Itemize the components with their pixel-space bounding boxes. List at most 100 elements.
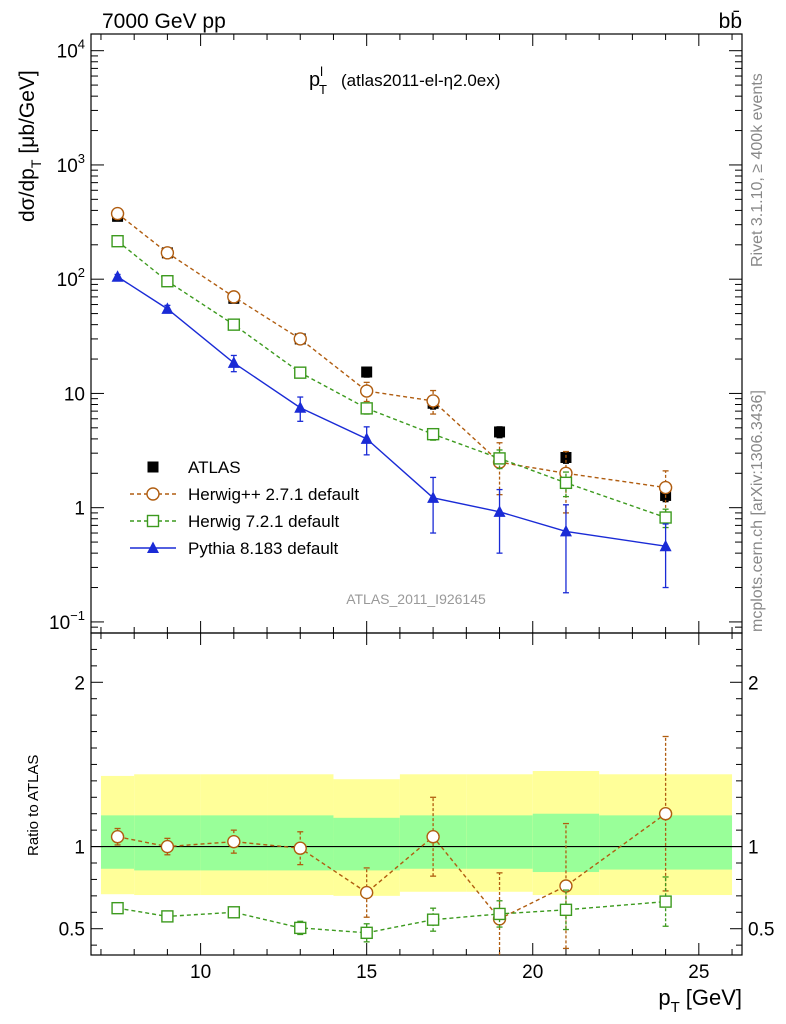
- data-point: [227, 290, 241, 304]
- data-point: [493, 907, 506, 921]
- data-point: [161, 910, 174, 923]
- legend-label: Herwig++ 2.7.1 default: [188, 485, 359, 504]
- y-tick-label: 103: [57, 151, 85, 177]
- legend-label: Pythia 8.183 default: [188, 539, 339, 558]
- legend-item: Pythia 8.183 default: [130, 539, 339, 558]
- series-herwig-7-2-1-default: [111, 876, 672, 943]
- data-point: [426, 394, 440, 408]
- data-point: [359, 384, 374, 398]
- main-series: [110, 206, 673, 594]
- header-left: 7000 GeV pp: [102, 10, 226, 33]
- data-point: [493, 452, 506, 465]
- ratio-y-tick-label: 2: [748, 673, 759, 694]
- data-point: [361, 366, 373, 378]
- data-point: [659, 511, 672, 524]
- main-ylabel-units: [μb/GeV]: [16, 70, 39, 153]
- data-point: [360, 926, 373, 940]
- data-point: [227, 318, 241, 331]
- title-sub: T: [319, 82, 327, 97]
- series-line: [117, 900, 666, 934]
- data-point: [111, 901, 124, 915]
- legend: ATLAS Herwig++ 2.7.1 default Herwig 7.2.1 …: [130, 458, 359, 558]
- mcplots-label: mcplots.cern.ch [arXiv:1306.3436]: [749, 390, 766, 632]
- band-green: [466, 815, 533, 869]
- data-point: [160, 246, 175, 260]
- data-point: [110, 206, 125, 221]
- data-point: [658, 480, 673, 495]
- y-tick-label: 1: [74, 499, 85, 520]
- title-p: p: [309, 69, 320, 91]
- analysis-label: ATLAS_2011_I926145: [346, 591, 486, 607]
- data-point: [161, 302, 174, 314]
- data-point: [294, 921, 307, 935]
- x-tick-label: 10: [190, 962, 211, 983]
- data-point: [293, 332, 307, 346]
- data-point: [559, 524, 572, 537]
- legend-marker: [146, 514, 160, 528]
- data-point: [294, 366, 307, 379]
- main-ylabel-sub: T: [28, 159, 44, 168]
- series-line: [117, 276, 666, 547]
- data-point: [293, 841, 307, 855]
- data-point: [426, 913, 440, 926]
- data-point: [359, 885, 374, 900]
- x-tick-label: 20: [522, 962, 543, 983]
- series-pythia-8-183-default: [111, 270, 672, 594]
- main-ylabel: dσ/dpT [μb/GeV]: [16, 70, 44, 222]
- data-point: [111, 270, 124, 282]
- ratio-frame: [90, 632, 743, 956]
- xlabel-units: [GeV]: [686, 985, 742, 1010]
- legend-marker: [147, 461, 159, 473]
- series-line: [117, 213, 666, 489]
- data-point: [227, 834, 241, 849]
- data-point: [227, 356, 240, 368]
- data-point: [227, 906, 241, 919]
- data-point: [294, 401, 307, 413]
- rivet-label: Rivet 3.1.10, ≥ 400k events: [749, 73, 766, 267]
- ratio-y-tick-label: 0.5: [59, 920, 85, 941]
- data-point: [659, 895, 672, 908]
- ratio-series: [110, 735, 673, 955]
- plot-title: pl T: [309, 64, 327, 97]
- legend-label: Herwig 7.2.1 default: [188, 512, 339, 531]
- data-point: [161, 275, 174, 288]
- data-point: [426, 427, 440, 441]
- data-point: [427, 491, 440, 503]
- ratio-ylabel: Ratio to ATLAS: [25, 755, 42, 856]
- xlabel-p: p: [658, 985, 670, 1010]
- data-point: [360, 432, 373, 444]
- band-green: [333, 817, 400, 871]
- legend-item: Herwig 7.2.1 default: [130, 512, 339, 531]
- y-tick-label: 10: [64, 384, 85, 405]
- legend-item: Herwig++ 2.7.1 default: [130, 485, 359, 504]
- legend-item: ATLAS: [147, 458, 241, 477]
- legend-label: ATLAS: [188, 458, 241, 477]
- data-point: [658, 807, 673, 821]
- ratio-bands: [91, 771, 742, 896]
- data-point: [111, 235, 124, 248]
- series-herwig-2-7-1-default: [110, 735, 673, 955]
- y-tick-label: 104: [57, 37, 85, 63]
- data-point: [659, 539, 672, 552]
- x-tick-label: 15: [356, 962, 377, 983]
- data-point: [360, 402, 373, 415]
- xlabel-sub: T: [671, 999, 680, 1016]
- data-point: [559, 903, 573, 917]
- data-point: [494, 426, 506, 438]
- legend-marker: [146, 487, 160, 501]
- data-point: [110, 830, 125, 844]
- ratio-y-tick-label: 0.5: [748, 920, 774, 941]
- header-right: bb̄: [719, 10, 742, 33]
- ratio-y-tick-label: 2: [74, 673, 85, 694]
- legend-marker: [147, 541, 159, 553]
- ratio-y-tick-label: 1: [74, 838, 85, 859]
- y-tick-label: 10−1: [49, 608, 85, 634]
- title-sup: l: [320, 64, 323, 79]
- main-ylabel-text: dσ/dp: [16, 168, 39, 222]
- ratio-y-tick-label: 1: [748, 838, 759, 859]
- data-point: [160, 839, 175, 854]
- data-point: [559, 476, 573, 490]
- ratio-axes: 10 15 20 25 0.5 0.5 1 1 2 2: [59, 632, 774, 983]
- data-point: [493, 505, 506, 517]
